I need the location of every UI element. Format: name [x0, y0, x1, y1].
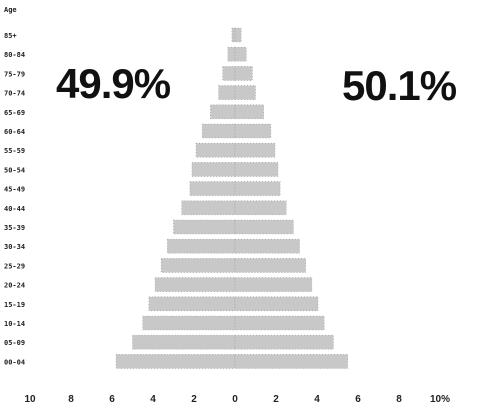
age-label: 70-74	[4, 90, 25, 98]
bar-left	[142, 315, 236, 331]
x-tick-label: 10%	[430, 394, 450, 405]
bar-right	[234, 85, 256, 100]
x-tick-label: 0	[232, 394, 238, 405]
bar-right	[234, 258, 307, 273]
y-axis-title: Age	[4, 6, 17, 14]
bar-left	[191, 162, 236, 177]
right-bars-group	[234, 27, 349, 369]
bar-left	[148, 296, 236, 312]
bar-right	[234, 200, 287, 216]
age-label: 45-49	[4, 186, 25, 194]
bar-left	[181, 200, 236, 216]
bar-left	[231, 27, 236, 43]
bar-left	[189, 181, 236, 196]
x-tick-label: 2	[273, 394, 279, 405]
bar-right	[234, 27, 242, 43]
age-label: 25-29	[4, 262, 25, 270]
age-label: 30-34	[4, 243, 25, 251]
x-tick-label: 6	[109, 394, 115, 405]
age-labels-group: 85+ 80-84 75-79 70-74 65-69 60-64 55-59 50-54 45…	[4, 32, 25, 366]
age-label: 15-19	[4, 301, 25, 309]
bar-left	[222, 66, 236, 81]
bar-right	[234, 66, 253, 81]
age-label: 60-64	[4, 128, 25, 136]
age-label: 10-14	[4, 320, 25, 328]
bar-left	[173, 219, 236, 235]
age-label: 35-39	[4, 224, 25, 232]
left-bars-group	[115, 27, 236, 369]
age-label: 20-24	[4, 282, 25, 290]
bar-right	[234, 219, 294, 235]
age-label: 40-44	[4, 205, 25, 213]
left-percentage-label: 49.9%	[56, 60, 171, 107]
bar-left	[167, 238, 236, 254]
bar-right	[234, 104, 265, 120]
bar-left	[210, 104, 236, 120]
bar-right	[234, 46, 247, 62]
bar-left	[218, 85, 236, 100]
age-label: 50-54	[4, 166, 25, 174]
x-ticks-group: 10 8 6 4 2 0 2 4 6 8 10%	[24, 394, 450, 405]
x-tick-label: 2	[191, 394, 197, 405]
age-label: 05-09	[4, 339, 25, 347]
bar-left	[115, 354, 236, 369]
bar-left	[195, 142, 236, 158]
bar-right	[234, 123, 272, 139]
age-label: 65-69	[4, 109, 25, 117]
bar-right	[234, 238, 300, 254]
bar-left	[160, 258, 236, 273]
age-label: 75-79	[4, 70, 25, 78]
x-tick-label: 6	[355, 394, 361, 405]
x-tick-label: 4	[150, 394, 156, 405]
age-label: 80-84	[4, 51, 25, 59]
bar-left	[132, 334, 236, 350]
x-tick-label: 8	[396, 394, 402, 405]
bar-left	[201, 123, 236, 139]
right-percentage-label: 50.1%	[342, 62, 457, 109]
bar-right	[234, 354, 349, 369]
x-tick-label: 8	[68, 394, 74, 405]
bar-right	[234, 142, 276, 158]
bar-right	[234, 315, 325, 331]
bar-right	[234, 162, 279, 177]
age-label: 55-59	[4, 147, 25, 155]
bar-right	[234, 181, 281, 196]
bar-left	[227, 46, 236, 62]
x-tick-label: 10	[24, 394, 36, 405]
bar-right	[234, 277, 313, 292]
age-label: 00-04	[4, 358, 25, 366]
age-label: 85+	[4, 32, 17, 40]
bar-left	[154, 277, 236, 292]
bar-right	[234, 334, 334, 350]
bar-right	[234, 296, 319, 312]
x-tick-label: 4	[314, 394, 320, 405]
